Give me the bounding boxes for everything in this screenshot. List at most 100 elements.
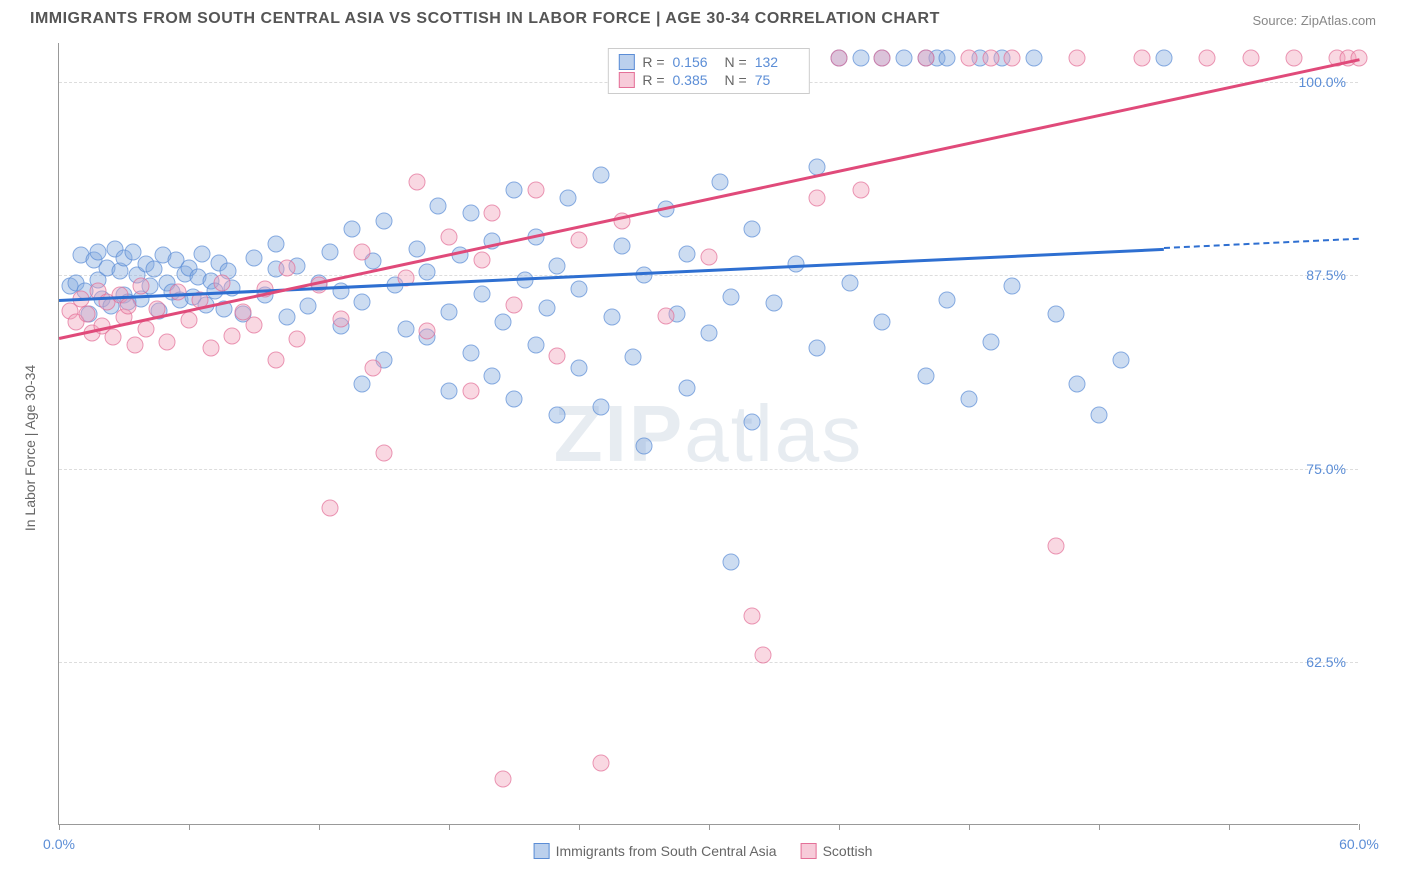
data-point xyxy=(484,205,501,222)
y-axis-title: In Labor Force | Age 30-34 xyxy=(22,365,38,531)
data-point xyxy=(246,316,263,333)
data-point xyxy=(939,292,956,309)
data-point xyxy=(397,321,414,338)
data-point xyxy=(896,50,913,67)
y-tick-label: 100.0% xyxy=(1299,74,1346,90)
data-point xyxy=(1004,50,1021,67)
x-tick xyxy=(449,824,450,830)
data-point xyxy=(636,267,653,284)
data-point xyxy=(592,755,609,772)
legend-correlation: R = 0.156 N = 132 R = 0.385 N = 75 xyxy=(607,48,809,94)
legend-r-label: R = xyxy=(642,72,664,88)
legend-series: Immigrants from South Central Asia Scott… xyxy=(534,843,873,859)
data-point xyxy=(874,50,891,67)
data-point xyxy=(560,189,577,206)
gridline xyxy=(59,662,1358,663)
data-point xyxy=(90,244,107,261)
x-tick xyxy=(579,824,580,830)
data-point xyxy=(462,205,479,222)
data-point xyxy=(278,309,295,326)
watermark-bold: ZIP xyxy=(554,389,684,478)
data-point xyxy=(1112,352,1129,369)
legend-swatch-pink xyxy=(618,72,634,88)
data-point xyxy=(1004,278,1021,295)
data-point xyxy=(343,220,360,237)
data-point xyxy=(852,50,869,67)
data-point xyxy=(181,312,198,329)
legend-swatch-pink xyxy=(801,843,817,859)
data-point xyxy=(506,391,523,408)
data-point xyxy=(354,293,371,310)
data-point xyxy=(194,245,211,262)
data-point xyxy=(213,275,230,292)
data-point xyxy=(744,220,761,237)
trend-line xyxy=(59,59,1360,340)
legend-row-2: R = 0.385 N = 75 xyxy=(618,71,798,89)
data-point xyxy=(408,240,425,257)
data-point xyxy=(809,340,826,357)
data-point xyxy=(441,304,458,321)
data-point xyxy=(246,250,263,267)
data-point xyxy=(1069,375,1086,392)
data-point xyxy=(722,553,739,570)
data-point xyxy=(419,264,436,281)
data-point xyxy=(755,646,772,663)
data-point xyxy=(917,50,934,67)
data-point xyxy=(711,174,728,191)
data-point xyxy=(462,383,479,400)
watermark-thin: atlas xyxy=(684,389,863,478)
data-point xyxy=(1242,50,1259,67)
data-point xyxy=(430,197,447,214)
data-point xyxy=(376,445,393,462)
data-point xyxy=(1047,305,1064,322)
data-point xyxy=(79,305,96,322)
data-point xyxy=(354,375,371,392)
legend-item-2: Scottish xyxy=(801,843,873,859)
data-point xyxy=(679,245,696,262)
data-point xyxy=(1047,538,1064,555)
data-point xyxy=(332,310,349,327)
chart-source: Source: ZipAtlas.com xyxy=(1252,13,1376,28)
data-point xyxy=(722,288,739,305)
data-point xyxy=(1026,50,1043,67)
data-point xyxy=(961,50,978,67)
data-point xyxy=(289,330,306,347)
data-point xyxy=(462,344,479,361)
data-point xyxy=(592,398,609,415)
data-point xyxy=(917,367,934,384)
legend-n-label: N = xyxy=(725,54,747,70)
trend-line-extrapolated xyxy=(1164,238,1359,249)
legend-n-value: 75 xyxy=(755,72,799,88)
x-tick xyxy=(319,824,320,830)
data-point xyxy=(614,237,631,254)
data-point xyxy=(657,307,674,324)
legend-row-1: R = 0.156 N = 132 xyxy=(618,53,798,71)
x-tick xyxy=(189,824,190,830)
data-point xyxy=(473,251,490,268)
legend-r-value: 0.385 xyxy=(673,72,717,88)
x-tick-label: 0.0% xyxy=(43,836,75,852)
data-point xyxy=(679,380,696,397)
x-tick xyxy=(839,824,840,830)
data-point xyxy=(831,50,848,67)
data-point xyxy=(1156,50,1173,67)
data-point xyxy=(961,391,978,408)
data-point xyxy=(766,295,783,312)
data-point xyxy=(538,299,555,316)
x-tick xyxy=(1359,824,1360,830)
data-point xyxy=(809,189,826,206)
y-tick-label: 62.5% xyxy=(1306,654,1346,670)
data-point xyxy=(549,257,566,274)
data-point xyxy=(506,182,523,199)
data-point xyxy=(1091,406,1108,423)
data-point xyxy=(527,336,544,353)
data-point xyxy=(744,414,761,431)
legend-label: Immigrants from South Central Asia xyxy=(556,843,777,859)
data-point xyxy=(874,313,891,330)
data-point xyxy=(408,174,425,191)
legend-item-1: Immigrants from South Central Asia xyxy=(534,843,777,859)
data-point xyxy=(744,607,761,624)
data-point xyxy=(1286,50,1303,67)
data-point xyxy=(592,166,609,183)
x-tick xyxy=(1099,824,1100,830)
